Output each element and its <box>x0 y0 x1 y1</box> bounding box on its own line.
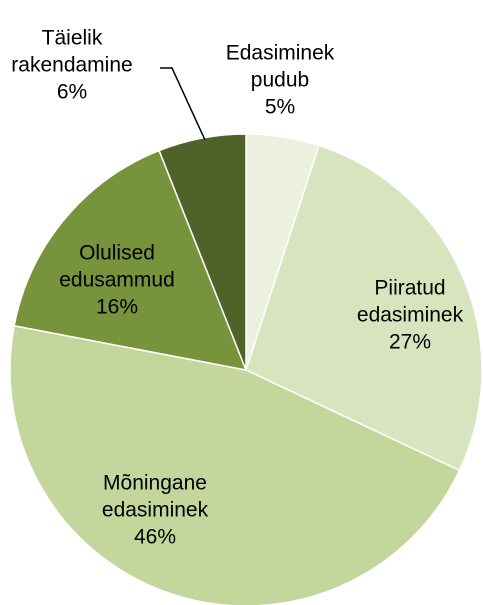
category-label: Mõningane edasiminek <box>101 471 209 522</box>
pie-slice <box>13 149 248 371</box>
slices <box>9 133 483 605</box>
category-label: Edasiminek pudub <box>225 41 335 92</box>
value-label: 5% <box>264 95 296 119</box>
category-label: Täielik rakendamine <box>11 26 133 77</box>
slice-label: Edasiminek pudub 5% <box>226 40 335 121</box>
slice-label: Olulised edusammud 16% <box>59 240 175 321</box>
slice-label: Piiratud edasiminek 27% <box>357 275 463 356</box>
pie-slice <box>158 133 247 371</box>
value-label: 46% <box>133 525 177 549</box>
value-label: 27% <box>388 330 432 354</box>
category-label: Olulised edusammud <box>59 241 175 292</box>
slice-label: Täielik rakendamine 6% <box>11 25 132 106</box>
value-label: 16% <box>95 295 139 319</box>
category-label: Piiratud edasiminek <box>356 276 464 327</box>
pie-slice <box>9 324 461 605</box>
slice-label: Mõningane edasiminek 46% <box>102 470 208 551</box>
pie-slice <box>245 144 483 472</box>
leader-line <box>160 67 206 141</box>
value-label: 6% <box>56 80 88 104</box>
